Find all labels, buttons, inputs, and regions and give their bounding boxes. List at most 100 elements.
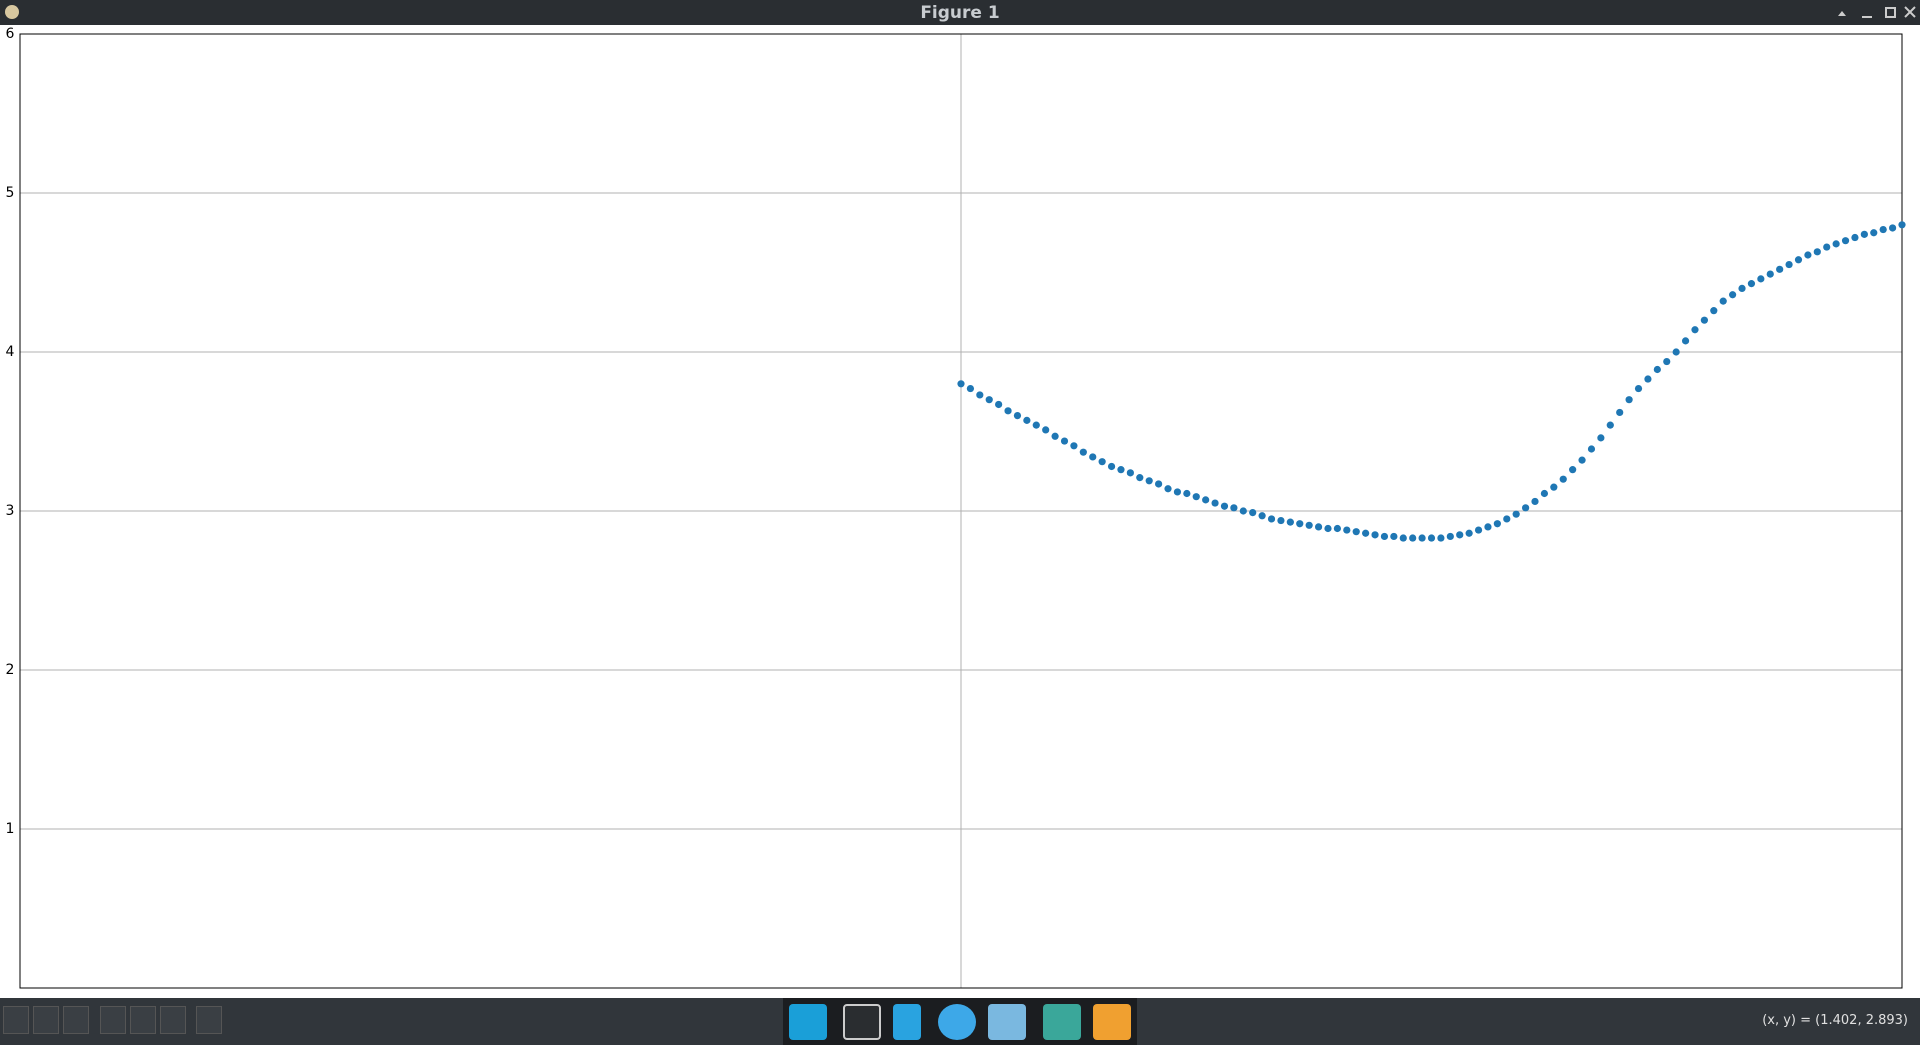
save-button[interactable] [196, 1006, 222, 1034]
point [1183, 489, 1191, 498]
point [1559, 475, 1567, 483]
y-tick-label: 3 [6, 503, 15, 519]
point [1503, 515, 1511, 523]
point [1032, 421, 1040, 429]
app-icon [5, 5, 19, 19]
point [1879, 225, 1887, 234]
point [1747, 280, 1756, 288]
point [1841, 237, 1850, 245]
axes-frame [19, 33, 1903, 989]
forward-button[interactable] [63, 1006, 89, 1034]
point [1060, 437, 1069, 445]
point [1446, 532, 1454, 541]
point [1352, 528, 1360, 536]
point [1776, 265, 1784, 273]
y-tick-label: 2 [6, 662, 15, 678]
point [1004, 407, 1012, 415]
point [1333, 524, 1341, 533]
point [1202, 496, 1210, 504]
point [1220, 502, 1229, 510]
point [1380, 532, 1389, 541]
point [1239, 507, 1247, 515]
point [1098, 458, 1106, 466]
point [1305, 521, 1313, 529]
point [1804, 251, 1812, 259]
dock-browser[interactable] [938, 1004, 976, 1040]
point [1634, 384, 1643, 393]
point [1427, 534, 1436, 542]
point [1766, 270, 1774, 278]
point [1296, 520, 1304, 528]
point [1691, 326, 1699, 334]
toolbar: (x, y) = (1.402, 2.893) [0, 998, 1920, 1045]
point [1324, 524, 1332, 533]
zoom-button[interactable] [130, 1006, 156, 1034]
dock [783, 998, 1137, 1045]
point [1192, 493, 1200, 501]
point [1343, 526, 1351, 534]
point [1390, 532, 1398, 541]
point [1089, 453, 1097, 461]
point [1653, 365, 1661, 374]
dock-files[interactable] [893, 1004, 921, 1040]
point [1249, 508, 1257, 517]
point [1230, 504, 1238, 512]
point [1860, 230, 1868, 238]
point [1710, 307, 1718, 315]
point [1606, 421, 1614, 429]
dock-terminal[interactable] [843, 1004, 881, 1040]
point [1587, 445, 1596, 453]
point [1644, 375, 1652, 383]
point [1079, 448, 1087, 456]
point [1625, 396, 1633, 404]
home-button[interactable] [3, 1006, 29, 1034]
point [1042, 426, 1050, 434]
chart: 1 2 3 4 5 6 [6, 26, 1906, 989]
point [1597, 434, 1605, 442]
point [1465, 529, 1473, 537]
point [1888, 224, 1897, 232]
point [1474, 526, 1483, 534]
point [1616, 408, 1624, 417]
point [1672, 348, 1680, 356]
point [1757, 275, 1765, 283]
y-tick-label: 1 [6, 821, 15, 837]
dock-app[interactable] [1093, 1004, 1131, 1040]
point [1286, 518, 1294, 526]
title-bar: Figure 1 [0, 0, 1920, 25]
window-controls[interactable] [1830, 0, 1920, 25]
point [1484, 523, 1492, 531]
point [1164, 485, 1172, 493]
point [1898, 221, 1906, 229]
point [1437, 534, 1445, 542]
point [1145, 477, 1153, 485]
point [1785, 260, 1793, 269]
point [976, 391, 984, 399]
point [1258, 512, 1266, 520]
point [1023, 416, 1031, 424]
dock-search[interactable] [988, 1004, 1026, 1040]
point [1418, 534, 1426, 542]
y-tick-label: 5 [6, 185, 15, 201]
point [1738, 284, 1746, 292]
coordinates-status: (x, y) = (1.402, 2.893) [1762, 1013, 1908, 1028]
point [1493, 520, 1501, 528]
y-tick-label: 6 [6, 26, 15, 42]
point [1823, 243, 1831, 251]
point [985, 396, 993, 404]
point [1173, 488, 1182, 496]
point [1117, 466, 1125, 474]
point [1832, 240, 1840, 248]
point [1070, 442, 1078, 450]
point [1314, 523, 1323, 531]
configure-button[interactable] [160, 1006, 186, 1034]
dock-desktop[interactable] [789, 1004, 827, 1040]
pan-button[interactable] [100, 1006, 126, 1034]
point [1051, 432, 1059, 440]
dock-folder[interactable] [1043, 1004, 1081, 1040]
point [1700, 316, 1708, 324]
point [1155, 480, 1163, 488]
back-button[interactable] [33, 1006, 59, 1034]
point [1569, 466, 1577, 474]
